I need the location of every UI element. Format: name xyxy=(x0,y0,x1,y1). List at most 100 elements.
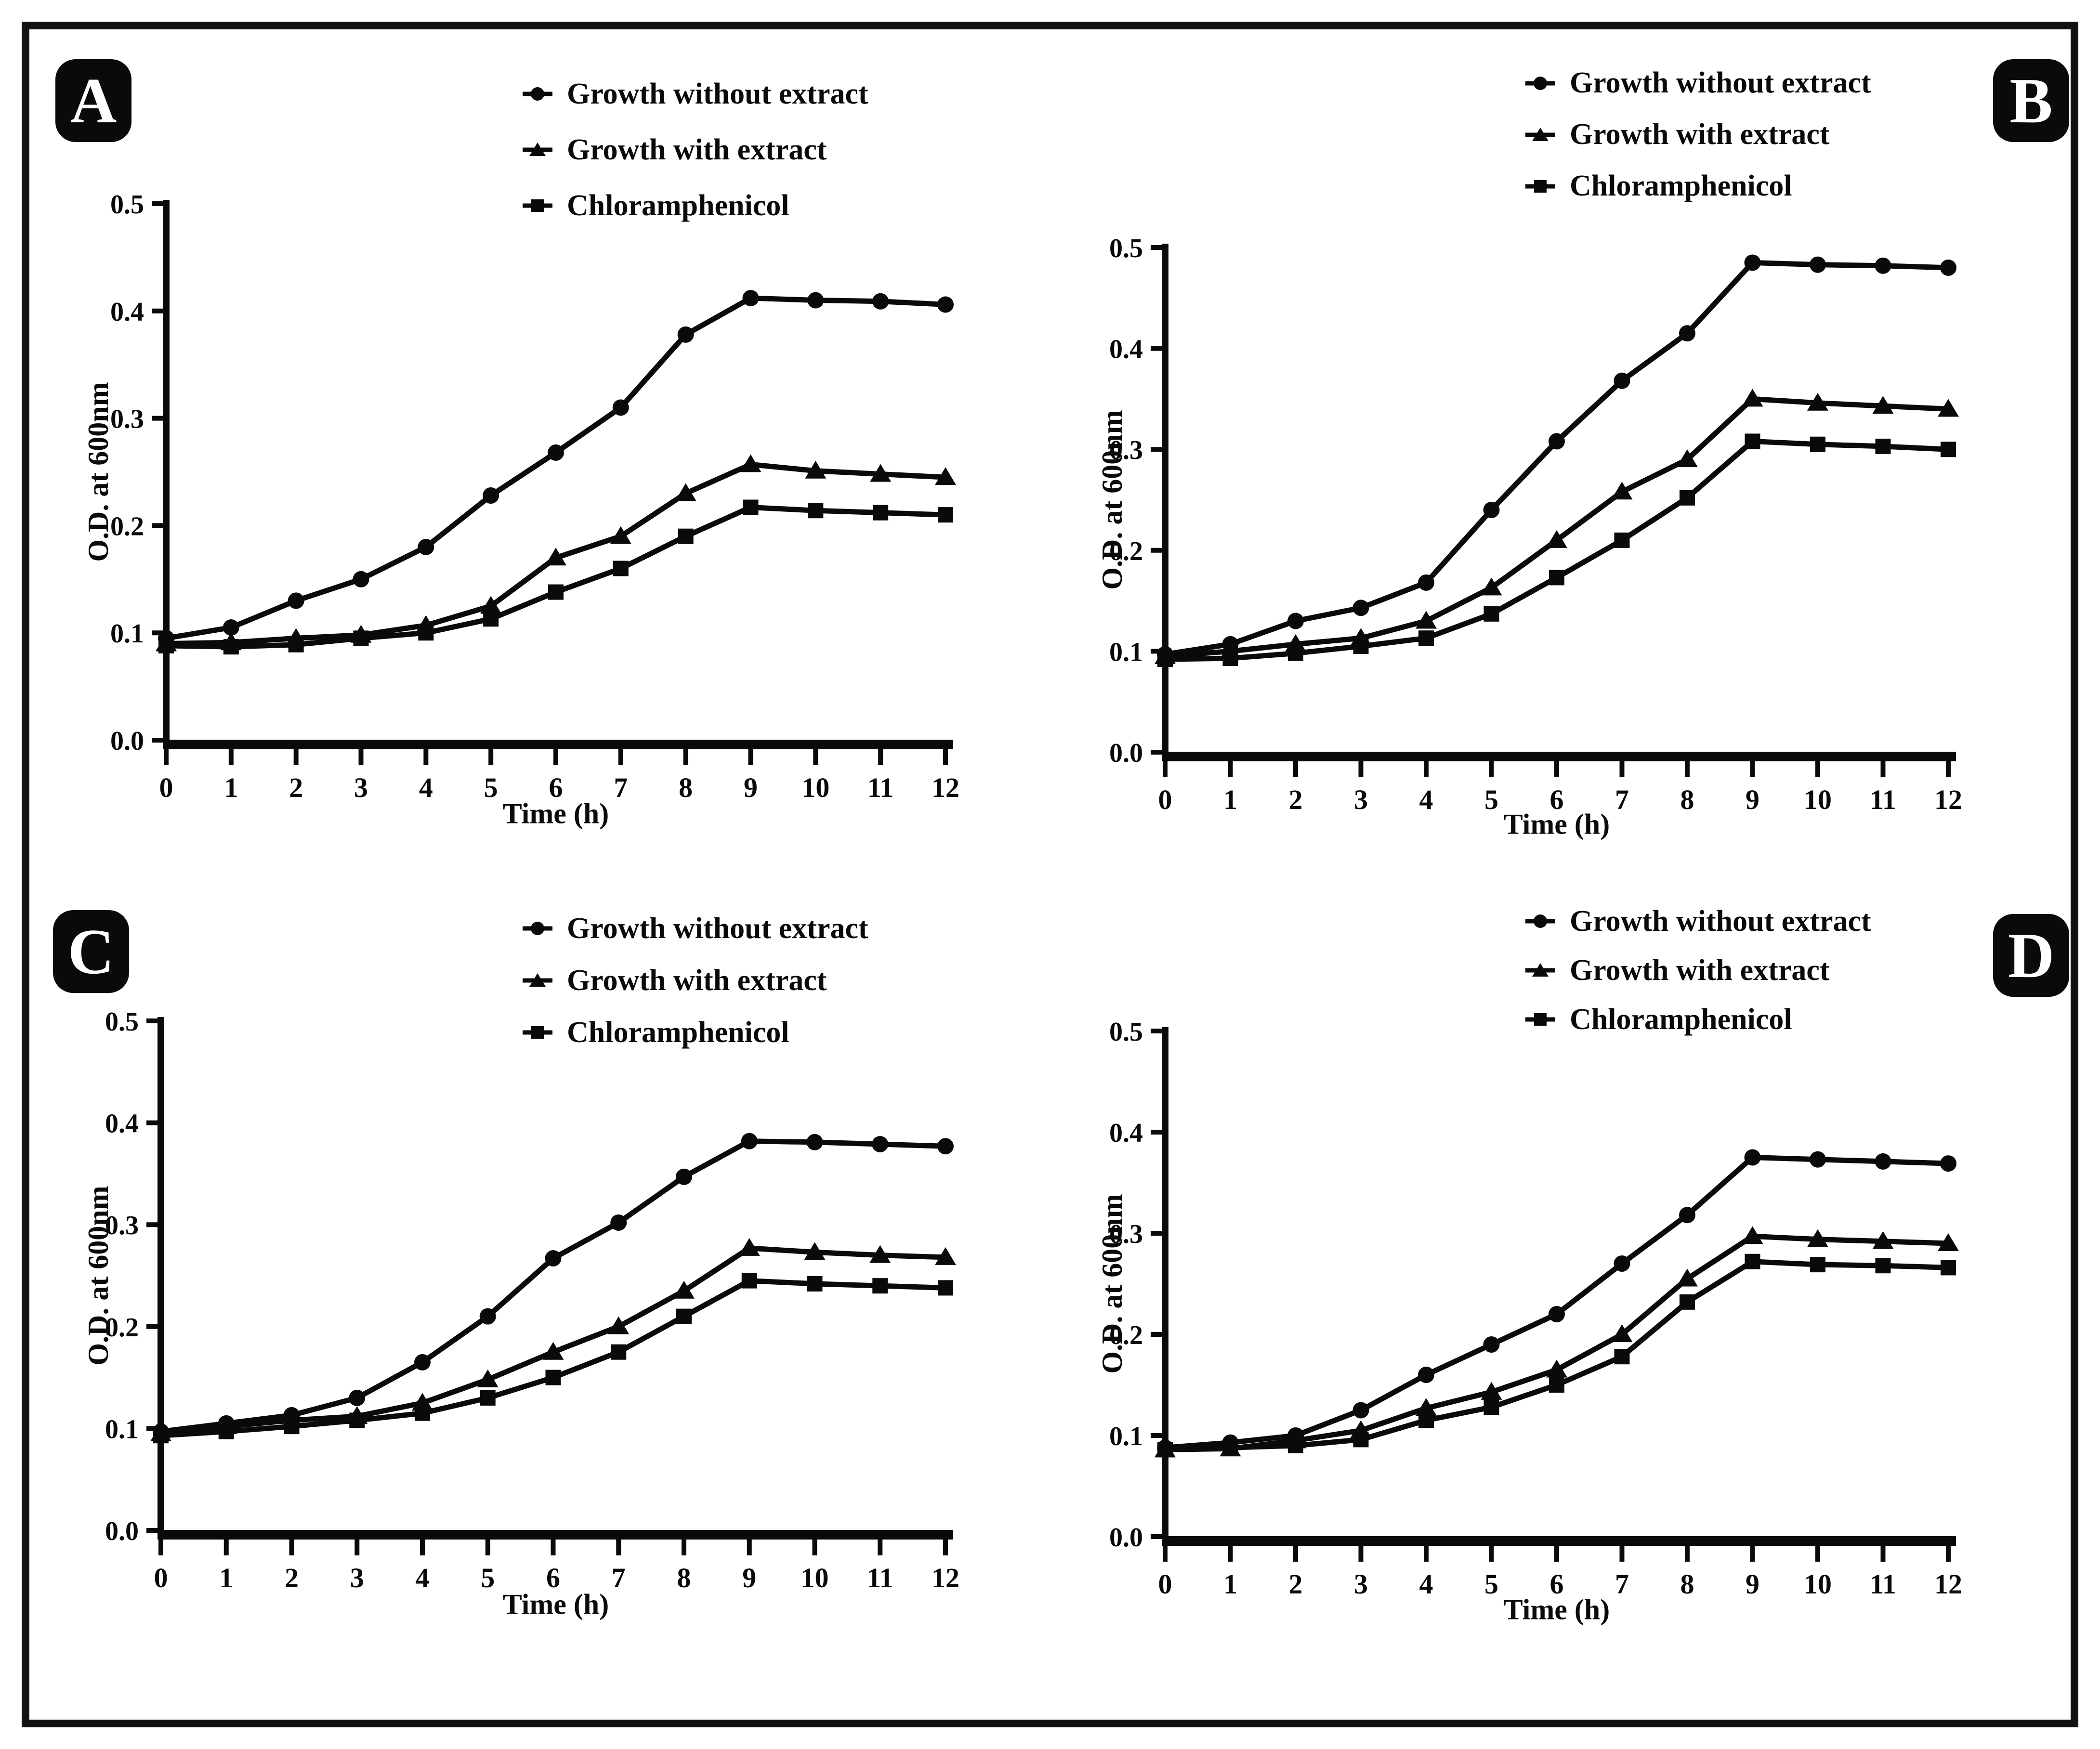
triangle-marker-icon xyxy=(523,143,552,156)
svg-text:11: 11 xyxy=(1870,784,1896,815)
svg-text:4: 4 xyxy=(1419,784,1433,815)
svg-text:7: 7 xyxy=(614,772,628,803)
svg-text:12: 12 xyxy=(1934,1568,1962,1600)
y-axis-title: O.D. at 600nm xyxy=(82,1186,114,1366)
square-marker-icon xyxy=(523,199,552,212)
legend-label: Growth without extract xyxy=(567,912,868,945)
y-axis-title: O.D. at 600nm xyxy=(1096,1194,1128,1374)
panel-letter: C xyxy=(67,916,115,987)
svg-text:3: 3 xyxy=(350,1562,364,1593)
panel-letter: D xyxy=(2008,920,2055,991)
svg-text:4: 4 xyxy=(419,772,433,803)
triangle-marker-icon xyxy=(523,973,552,987)
y-axis-title: O.D. at 600nm xyxy=(82,382,114,562)
svg-text:3: 3 xyxy=(1354,784,1368,815)
svg-text:5: 5 xyxy=(484,772,498,803)
svg-text:0.4: 0.4 xyxy=(1109,1118,1143,1148)
panel-b: 0.0 0.1 0.2 0.3 0.4 0.5 0 1 2 3 4 5 6 7 8 9 10 11 12 B Gro… xyxy=(1050,29,2071,874)
legend-label: Growth without extract xyxy=(1570,904,1871,938)
legend-entry: Growth with extract xyxy=(1524,109,1871,160)
square-marker-icon xyxy=(1525,180,1555,193)
legend: Growth without extract Growth with extra… xyxy=(522,66,868,234)
circle-marker-icon xyxy=(1525,76,1555,90)
legend-label: Chloramphenicol xyxy=(1570,170,1792,202)
svg-text:8: 8 xyxy=(677,1562,691,1593)
svg-text:0: 0 xyxy=(154,1562,168,1593)
svg-text:5: 5 xyxy=(481,1562,495,1593)
legend: Growth without extract Growth with extra… xyxy=(1524,57,1871,212)
panel-label-badge: A xyxy=(55,59,131,142)
legend: Growth without extract Growth with extra… xyxy=(1524,897,1871,1044)
svg-text:0: 0 xyxy=(1158,784,1172,815)
svg-text:0.3: 0.3 xyxy=(105,1211,139,1240)
svg-text:10: 10 xyxy=(1804,784,1832,815)
legend-label: Chloramphenicol xyxy=(567,1016,789,1049)
svg-text:0.4: 0.4 xyxy=(110,297,144,327)
svg-text:0.0: 0.0 xyxy=(1109,1523,1143,1553)
svg-text:0.3: 0.3 xyxy=(1109,1219,1143,1249)
legend-entry: Growth with extract xyxy=(522,122,868,178)
svg-text:0.2: 0.2 xyxy=(105,1313,139,1343)
panel-label-badge: B xyxy=(1993,59,2069,142)
svg-text:0.1: 0.1 xyxy=(1109,1422,1143,1451)
legend-label: Growth without extract xyxy=(1570,66,1871,99)
chart-canvas-b: 0.00.10.20.30.40.50 1 2 3 4 5 6 7 8 9 10 11 12 xyxy=(1109,234,1962,815)
circle-marker-icon xyxy=(1525,914,1555,928)
panel-label-badge: D xyxy=(1993,914,2069,997)
svg-text:6: 6 xyxy=(549,772,563,803)
legend-entry: Growth without extract xyxy=(1524,57,1871,109)
svg-text:1: 1 xyxy=(224,772,238,803)
svg-text:2: 2 xyxy=(285,1562,299,1593)
svg-text:4: 4 xyxy=(416,1562,430,1593)
svg-text:1: 1 xyxy=(219,1562,233,1593)
svg-text:9: 9 xyxy=(1746,1568,1759,1600)
svg-text:5: 5 xyxy=(1484,1568,1498,1600)
svg-text:8: 8 xyxy=(1680,1568,1694,1600)
panel-c: 0.0 0.1 0.2 0.3 0.4 0.5 0 1 2 3 4 5 6 7 8 9 10 11 12 C Gro… xyxy=(29,874,1050,1720)
svg-text:0.5: 0.5 xyxy=(110,190,144,220)
legend-label: Chloramphenicol xyxy=(567,189,789,222)
legend-label: Growth with extract xyxy=(1570,118,1830,151)
panel-letter: B xyxy=(2009,65,2053,136)
legend-entry: Chloramphenicol xyxy=(1524,995,1871,1044)
svg-text:6: 6 xyxy=(1550,1568,1564,1600)
legend-entry: Growth with extract xyxy=(522,954,868,1006)
y-axis-title: O.D. at 600nm xyxy=(1096,410,1128,590)
svg-text:0.5: 0.5 xyxy=(105,1007,139,1037)
circle-marker-icon xyxy=(523,922,552,935)
legend-entry: Growth without extract xyxy=(522,66,868,122)
svg-text:11: 11 xyxy=(1870,1568,1896,1600)
legend-label: Chloramphenicol xyxy=(1570,1003,1792,1036)
legend-entry: Growth with extract xyxy=(1524,946,1871,995)
circle-marker-icon xyxy=(523,87,552,101)
svg-text:2: 2 xyxy=(1289,1568,1303,1600)
svg-text:10: 10 xyxy=(801,772,829,803)
legend-label: Growth with extract xyxy=(1570,953,1830,987)
svg-text:9: 9 xyxy=(742,1562,756,1593)
panel-label-badge: C xyxy=(53,910,129,993)
chart-canvas-c: 0.00.10.20.30.40.50 1 2 3 4 5 6 7 8 9 10 11 12 xyxy=(105,1007,959,1593)
legend-entry: Chloramphenicol xyxy=(522,1006,868,1058)
square-marker-icon xyxy=(1525,1013,1555,1026)
figure-frame: 0.0 0.1 0.2 0.3 0.4 0.5 0 1 2 3 4 5 6 7 8 9 10 11 12 A Gro… xyxy=(22,22,2078,1727)
svg-text:7: 7 xyxy=(1615,1568,1629,1600)
x-axis-title: Time (h) xyxy=(1503,1593,1610,1626)
svg-text:8: 8 xyxy=(1680,784,1694,815)
svg-text:8: 8 xyxy=(679,772,693,803)
svg-text:3: 3 xyxy=(354,772,368,803)
svg-text:0.4: 0.4 xyxy=(1109,335,1143,365)
svg-text:0.5: 0.5 xyxy=(1109,234,1143,263)
legend-entry: Chloramphenicol xyxy=(1524,160,1871,212)
svg-text:10: 10 xyxy=(1804,1568,1832,1600)
triangle-marker-icon xyxy=(1525,127,1555,141)
svg-text:11: 11 xyxy=(867,772,894,803)
legend-entry: Growth without extract xyxy=(1524,897,1871,946)
svg-text:7: 7 xyxy=(1615,784,1629,815)
svg-text:0.0: 0.0 xyxy=(105,1516,139,1546)
svg-text:1: 1 xyxy=(1223,1568,1237,1600)
svg-text:0.1: 0.1 xyxy=(110,619,144,649)
svg-text:6: 6 xyxy=(1550,784,1564,815)
svg-text:10: 10 xyxy=(801,1562,829,1593)
svg-text:12: 12 xyxy=(932,772,959,803)
